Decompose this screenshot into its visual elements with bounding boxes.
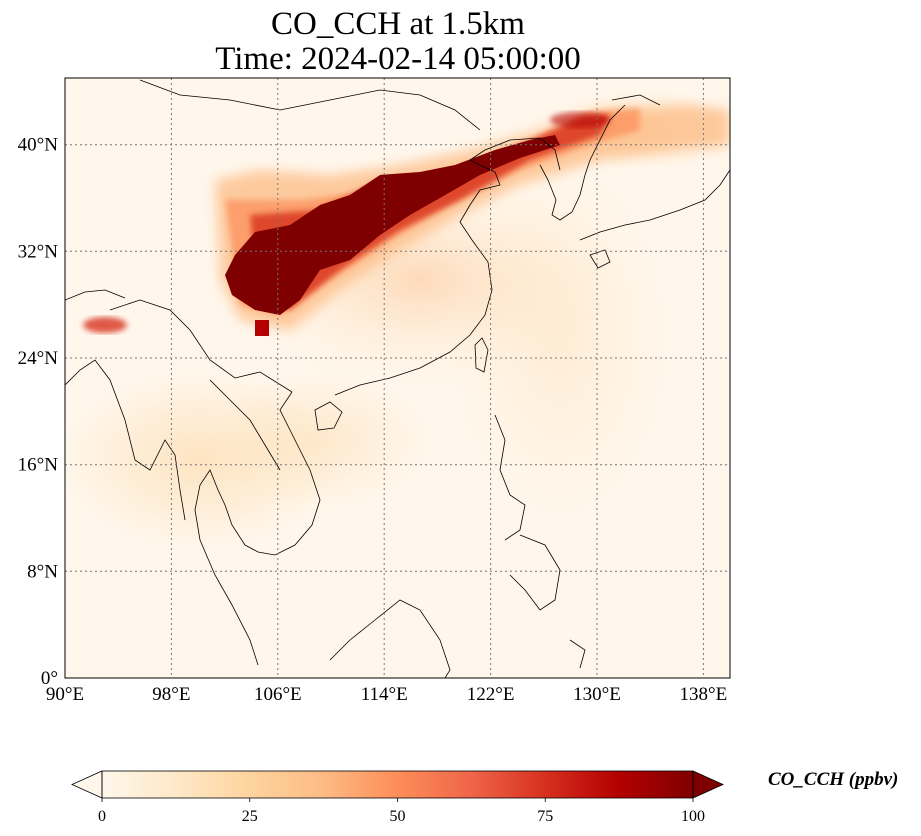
colorbar-tick-label: 75 <box>537 808 553 825</box>
lon-tick-label: 114°E <box>361 684 408 705</box>
lat-tick-label: 0° <box>41 668 58 689</box>
colorbar-title: CO_CCH (ppbv) <box>768 769 899 790</box>
lat-tick-label: 32°N <box>18 241 59 262</box>
map-subtitle-time: Time: 2024-02-14 05:00:00 <box>215 41 581 77</box>
colorbar-gradient <box>102 771 693 798</box>
lon-tick-label: 122°E <box>467 684 515 705</box>
lat-tick-label: 16°N <box>18 455 59 476</box>
colorbar-max-extend <box>692 770 724 799</box>
colorbar-min-extend <box>71 770 103 799</box>
colorbar-tick-label: 0 <box>98 808 106 825</box>
colorbar-tick-label: 100 <box>681 808 705 825</box>
lon-axis: 90°E 98°E 106°E 114°E 122°E 130°E 138°E <box>46 684 727 705</box>
lon-tick-label: 106°E <box>254 684 302 705</box>
lat-tick-label: 40°N <box>18 135 59 156</box>
colorbar: 0 25 50 75 100 <box>71 770 724 825</box>
lat-tick-label: 24°N <box>18 348 59 369</box>
lon-tick-label: 90°E <box>46 684 84 705</box>
lon-tick-label: 98°E <box>152 684 190 705</box>
lat-tick-label: 8°N <box>27 561 58 582</box>
lat-axis: 0° 8°N 16°N 24°N 32°N 40°N <box>18 135 59 689</box>
map-frame <box>64 77 731 679</box>
gridlines <box>65 78 730 678</box>
colorbar-tick-label: 50 <box>390 808 406 825</box>
coastlines <box>65 79 730 678</box>
lon-tick-label: 138°E <box>680 684 728 705</box>
map-title: CO_CCH at 1.5km <box>271 6 525 42</box>
concentration-field <box>65 78 730 678</box>
lon-tick-label: 130°E <box>573 684 621 705</box>
colorbar-tick-label: 25 <box>242 808 258 825</box>
